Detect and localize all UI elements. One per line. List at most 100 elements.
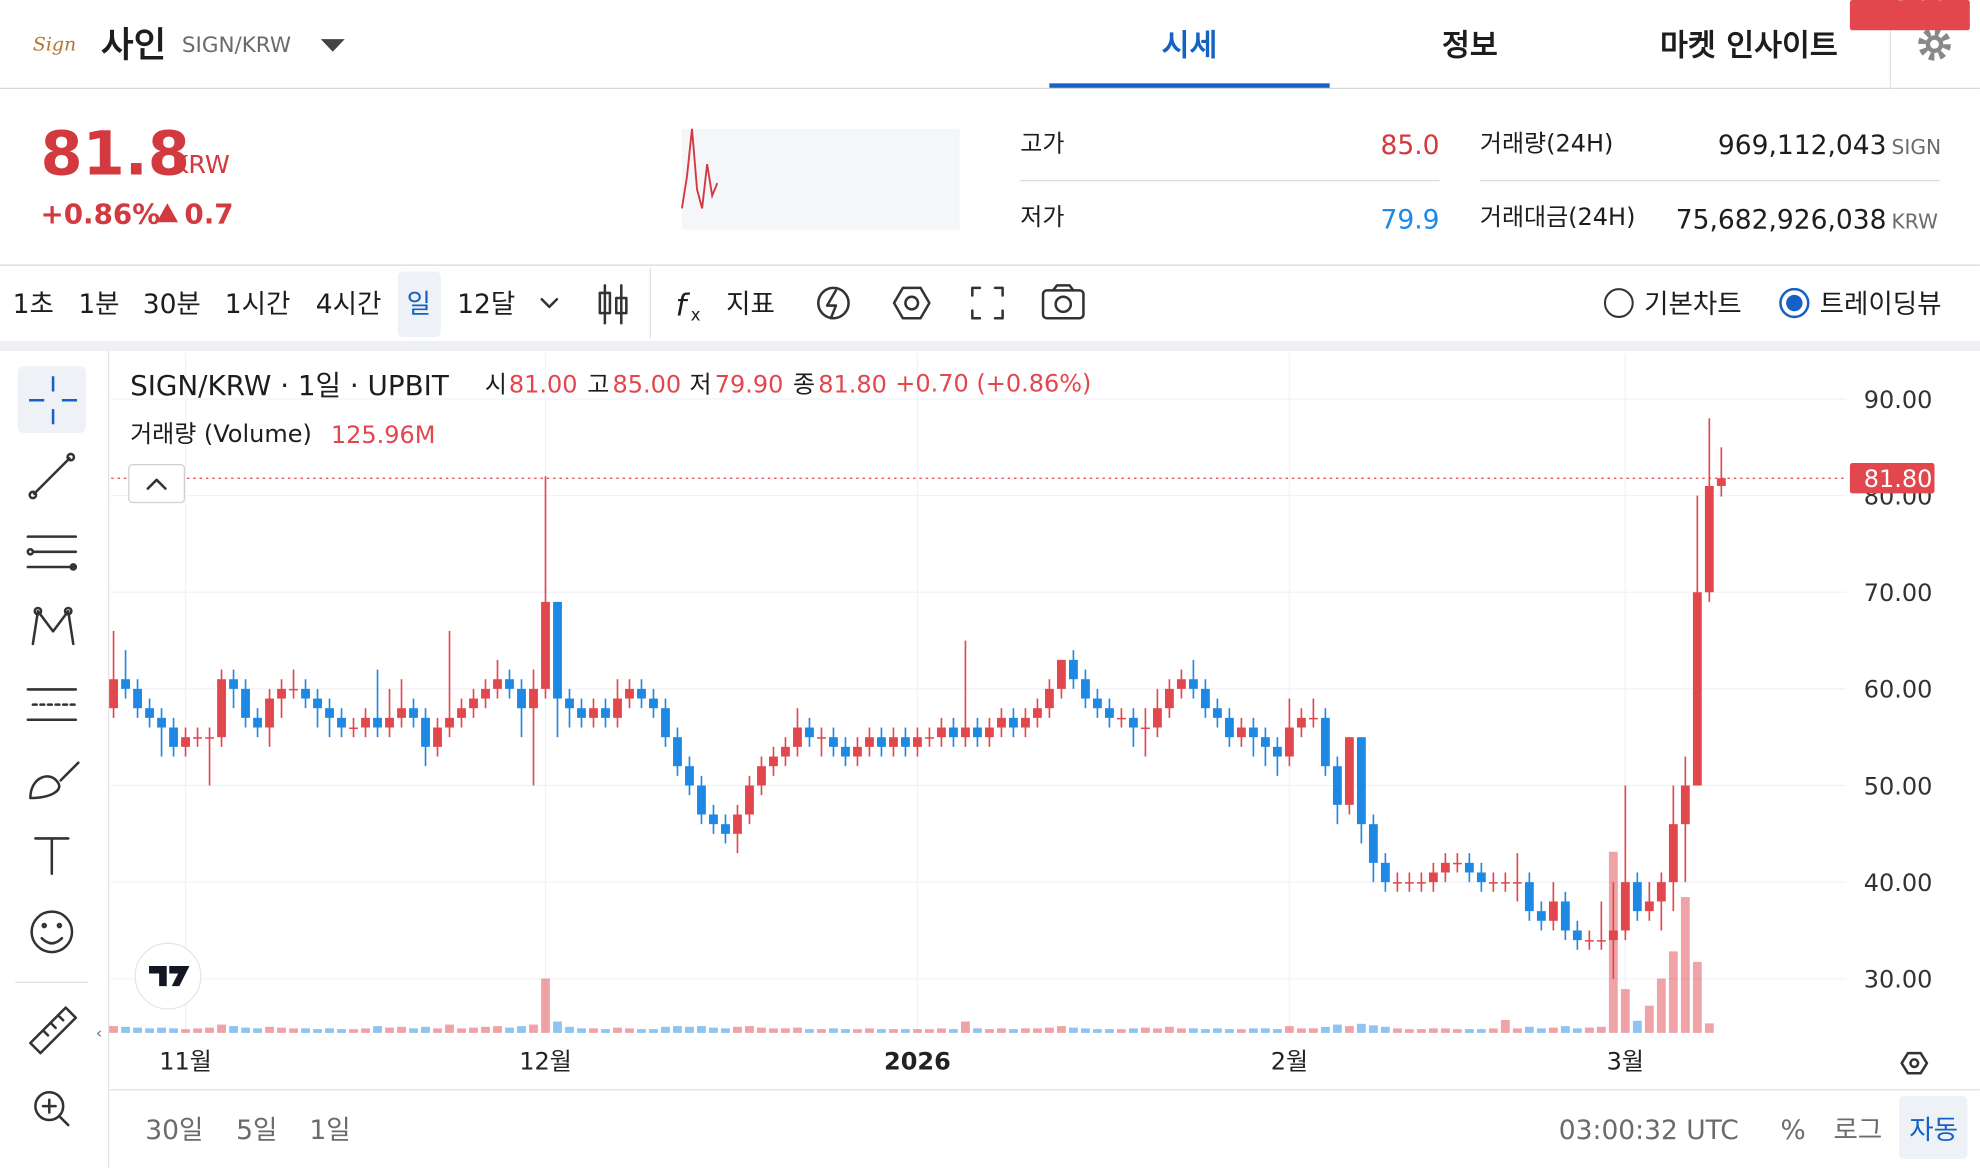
tv-logo[interactable]	[134, 942, 202, 1010]
volume-bar	[661, 1026, 670, 1033]
price-summary: 81.8 KRW +0.86% 0.7 고가 85.0 저가 79.9 거래량(…	[0, 119, 1980, 266]
chart-mode[interactable]: 기본차트	[1644, 289, 1742, 320]
screenshot-icon[interactable]	[1041, 284, 1085, 320]
candle-body	[361, 717, 370, 728]
interval[interactable]: 1시간	[225, 289, 291, 320]
candle-body	[1164, 688, 1174, 709]
candle-body	[253, 717, 262, 728]
volume-bar	[1512, 1028, 1522, 1033]
volume-bar	[973, 1028, 982, 1033]
settings-hex-icon[interactable]	[892, 286, 931, 320]
volume-bar	[1644, 1005, 1654, 1033]
range[interactable]: 30일	[145, 1115, 203, 1146]
volume-bar	[577, 1028, 586, 1033]
candle-body	[877, 737, 886, 747]
range[interactable]: 5일	[236, 1115, 277, 1146]
emoji-tool[interactable]	[30, 910, 74, 954]
interval[interactable]: 4시간	[316, 289, 382, 320]
radio[interactable]	[1603, 288, 1634, 318]
candle-body	[481, 688, 490, 699]
candle-body	[661, 708, 670, 738]
sparkline	[680, 128, 719, 209]
scale-option[interactable]: 로그	[1833, 1115, 1882, 1146]
volume-bar	[1668, 951, 1678, 1033]
volume-bar	[793, 1027, 802, 1033]
range[interactable]: 1일	[309, 1115, 350, 1146]
legend-value: 79.90	[715, 371, 784, 399]
volume-bar	[265, 1026, 274, 1033]
candle-body	[601, 708, 610, 718]
candle-body	[697, 785, 706, 815]
candle-body	[457, 708, 466, 718]
scale-option[interactable]: 자동	[1909, 1115, 1958, 1146]
volume-bar	[1224, 1029, 1234, 1033]
volume-bar	[997, 1028, 1006, 1033]
radio[interactable]	[1779, 287, 1810, 319]
toolbar: 1초 1분 30분 1시간 4시간 일 12달 f x 지표 기본차트 트레이딩…	[0, 267, 1980, 352]
crosshair-tool[interactable]	[29, 376, 78, 425]
volume-bar	[1500, 1020, 1510, 1033]
y-tick-label: 60.00	[1864, 676, 1933, 704]
volume-bar	[1045, 1027, 1054, 1033]
text-tool[interactable]	[34, 837, 70, 876]
interval[interactable]: 일	[407, 289, 431, 320]
collapse-button[interactable]	[146, 478, 167, 490]
collapse-arrow[interactable]: ‹	[96, 1024, 102, 1042]
pair[interactable]: SIGN/KRW	[182, 33, 291, 58]
fullscreen-icon[interactable]	[971, 286, 1004, 320]
tab[interactable]: 시세	[1162, 29, 1218, 64]
candle-body	[1644, 901, 1654, 912]
ruler-tool[interactable]	[29, 1006, 78, 1055]
interval[interactable]: 12달	[457, 289, 515, 320]
y-tick-label: 90.00	[1864, 386, 1933, 414]
candle-body	[445, 717, 454, 728]
candle-body	[1704, 485, 1714, 593]
candle-body	[121, 679, 130, 689]
alert-icon[interactable]	[817, 286, 850, 320]
volume-bar	[817, 1029, 826, 1033]
interval[interactable]: 1분	[78, 289, 119, 320]
legend-symbol: SIGN/KRW · 1일 · UPBIT	[130, 369, 450, 402]
candle-type-icon[interactable]	[598, 284, 628, 325]
dropdown-caret[interactable]	[320, 39, 345, 52]
candle-body	[313, 698, 322, 709]
candle-body	[1116, 717, 1126, 720]
more-chevron[interactable]	[540, 297, 559, 309]
pattern-tool[interactable]	[31, 606, 75, 646]
volume-bar	[301, 1028, 310, 1033]
candle-body	[1248, 727, 1258, 738]
stat-value: 85.0	[1381, 130, 1440, 161]
price-tag-bg	[1849, 463, 1935, 494]
scale-option[interactable]: %	[1780, 1115, 1805, 1146]
legend: SIGN/KRW · 1일 · UPBIT 시 81.00 고 85.00 저 …	[128, 369, 1091, 1010]
zoom-tool[interactable]	[34, 1090, 70, 1127]
candle-body	[421, 717, 430, 747]
volume-bar	[985, 1029, 994, 1033]
price-unit: KRW	[172, 150, 230, 179]
candle-body	[109, 679, 118, 709]
indicator[interactable]: 지표	[726, 289, 775, 320]
line-tool[interactable]	[28, 452, 76, 500]
volume-tag: 125.96M	[1864, 0, 1969, 6]
fx-icon[interactable]: x	[691, 306, 701, 325]
axis-settings-icon[interactable]	[1900, 1051, 1929, 1075]
fib-tool[interactable]	[26, 535, 78, 571]
volume-bar	[445, 1024, 454, 1033]
tab[interactable]: 정보	[1442, 29, 1498, 64]
volume-bar	[1416, 1029, 1426, 1033]
settings-icon[interactable]	[1918, 27, 1951, 61]
settings-hex-icon[interactable]	[904, 295, 920, 311]
tab[interactable]: 마켓 인사이트	[1660, 29, 1838, 64]
volume-bar	[673, 1026, 682, 1033]
chart-mode[interactable]: 트레이딩뷰	[1820, 289, 1942, 320]
forecast-tool[interactable]	[26, 688, 78, 722]
volume-bar	[829, 1028, 838, 1033]
interval[interactable]: 1초	[13, 289, 54, 320]
interval[interactable]: 30분	[143, 289, 201, 320]
candle-body	[925, 737, 934, 739]
brush-tool[interactable]	[29, 761, 80, 800]
fx-icon[interactable]: f	[676, 289, 691, 324]
collapse-button[interactable]	[128, 464, 186, 504]
candle-body	[553, 601, 562, 699]
candle-body	[841, 746, 850, 757]
